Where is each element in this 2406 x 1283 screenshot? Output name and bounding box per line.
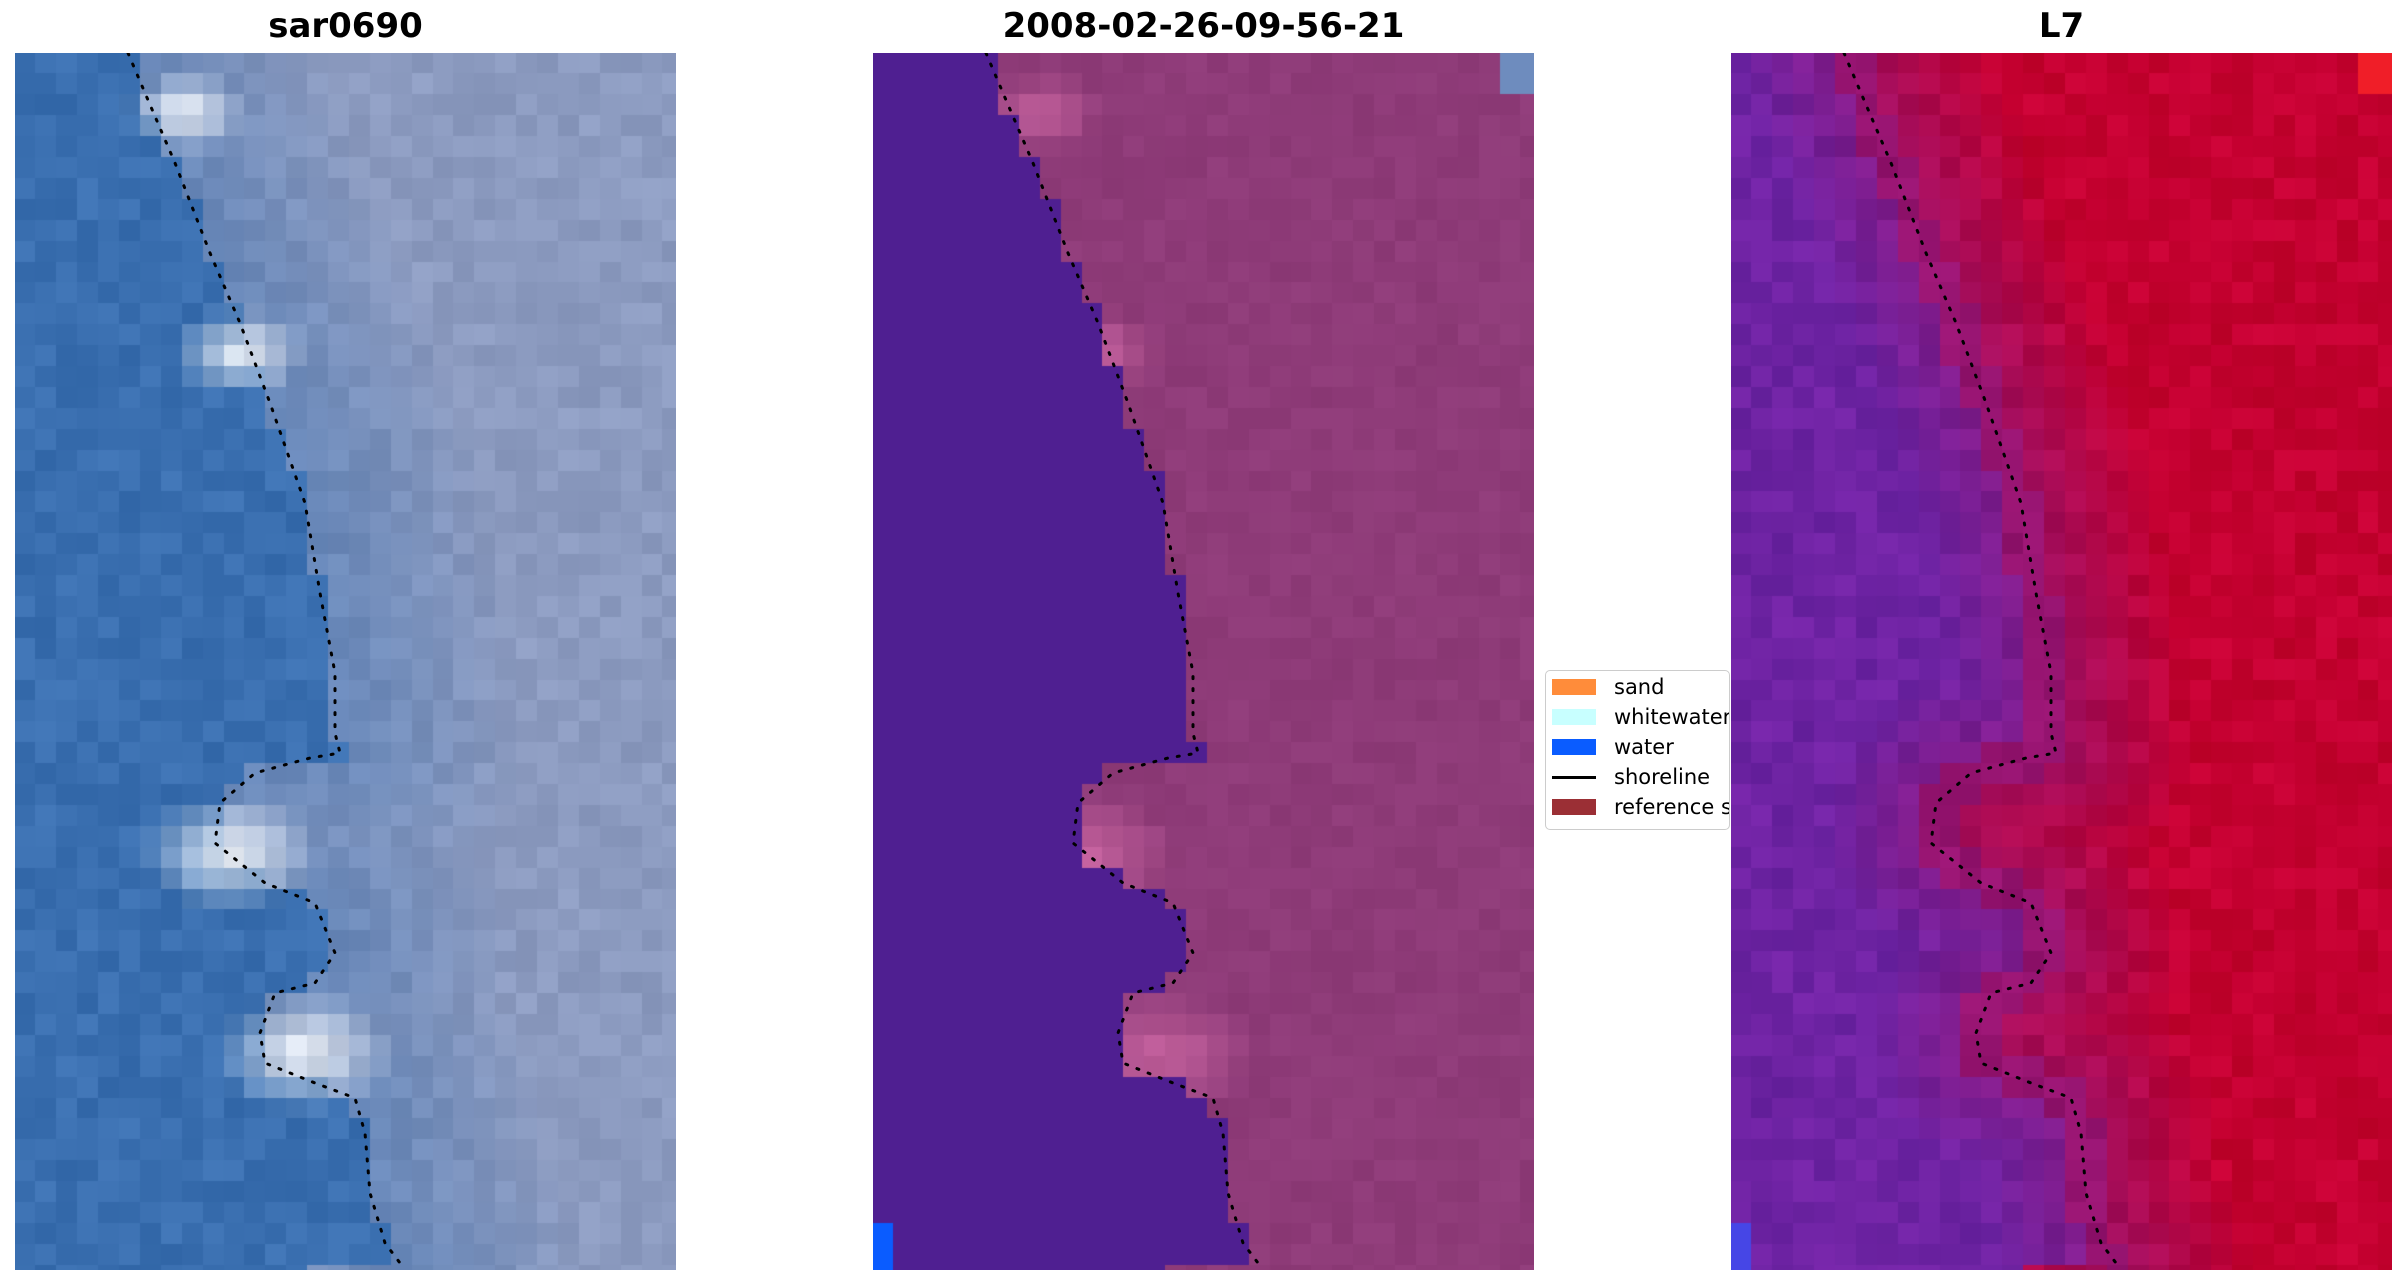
legend: sand whitewater water shoreline referenc… <box>1545 670 1730 830</box>
shoreline-line <box>1842 53 2118 1265</box>
panel-title-satellite: L7 <box>2038 6 2085 46</box>
rgb-image <box>15 53 676 1270</box>
reference-shoreline-swatch <box>1552 799 1596 815</box>
shoreline-line <box>126 53 402 1265</box>
shoreline-overlay <box>1842 53 2118 1265</box>
shoreline-line <box>984 53 1260 1265</box>
index-image <box>1731 53 2392 1270</box>
image-panel-index <box>1731 53 2392 1270</box>
panel-title-date: 2008-02-26-09-56-21 <box>1002 6 1405 46</box>
shoreline-line-swatch <box>1552 776 1596 779</box>
whitewater-swatch <box>1552 709 1596 725</box>
shoreline-overlay <box>126 53 402 1265</box>
sand-swatch <box>1552 679 1596 695</box>
panel-title-rgb: sar0690 <box>268 6 423 46</box>
image-panel-classified <box>873 53 1534 1270</box>
water-swatch <box>1552 739 1596 755</box>
classified-image <box>873 53 1534 1270</box>
image-panel-rgb <box>15 53 676 1270</box>
shoreline-overlay <box>984 53 1260 1265</box>
